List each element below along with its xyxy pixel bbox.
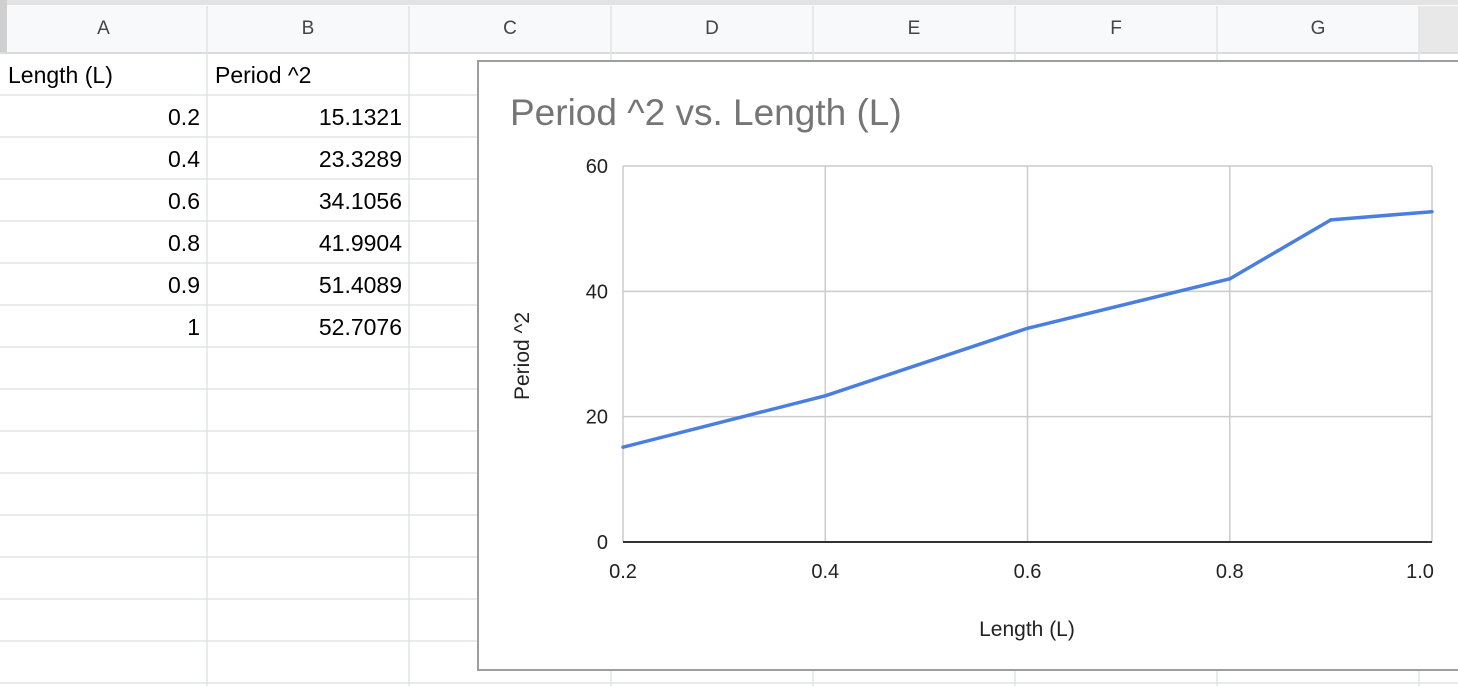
cell-b5[interactable]: 41.9904: [318, 230, 402, 256]
embedded-chart[interactable]: Period ^2 vs. Length (L) 0.2 0.4 0.6 0.8 1.0 0…: [477, 60, 1458, 671]
cell-b6[interactable]: 51.4089: [318, 272, 402, 298]
data-point[interactable]: [823, 394, 827, 398]
column-header-a[interactable]: A: [97, 18, 110, 39]
cell-a1[interactable]: Length (L): [8, 62, 113, 88]
y-tick-label: 20: [586, 407, 608, 429]
data-point[interactable]: [1228, 277, 1232, 281]
column-header-f[interactable]: F: [1110, 18, 1122, 39]
cell-b2[interactable]: 15.1321: [318, 104, 402, 130]
x-tick-label: 0.4: [811, 561, 839, 583]
data-point[interactable]: [621, 445, 625, 449]
column-header-e[interactable]: E: [907, 18, 921, 39]
cell-b3[interactable]: 23.3289: [318, 146, 402, 172]
x-tick-label: 1.0: [1406, 561, 1434, 583]
cell-b4[interactable]: 34.1056: [318, 188, 402, 214]
cell-a3[interactable]: 0.4: [168, 146, 200, 172]
cell-a6[interactable]: 0.9: [168, 272, 200, 298]
cell-a7[interactable]: 1: [187, 314, 200, 340]
cell-b7[interactable]: 52.7076: [318, 314, 402, 340]
column-header-g[interactable]: G: [1310, 18, 1326, 39]
y-tick-label: 40: [586, 281, 608, 303]
y-tick-label: 0: [597, 532, 608, 554]
series-line[interactable]: [622, 209, 1433, 449]
x-tick-label: 0.6: [1014, 561, 1042, 583]
y-axis-label: Period ^2: [511, 312, 534, 400]
cell-b1[interactable]: Period ^2: [215, 62, 312, 88]
chart-title: Period ^2 vs. Length (L): [510, 92, 902, 133]
cell-a4[interactable]: 0.6: [168, 188, 200, 214]
column-header-b[interactable]: B: [301, 18, 315, 39]
cell-a2[interactable]: 0.2: [168, 104, 200, 130]
line-chart: Period ^2 vs. Length (L) 0.2 0.4 0.6 0.8 1.0 0…: [510, 92, 1434, 641]
x-tick-label: 0.8: [1216, 561, 1244, 583]
data-point[interactable]: [1329, 218, 1333, 222]
x-tick-label: 0.2: [609, 561, 637, 583]
data-point[interactable]: [1025, 326, 1030, 330]
column-header-d[interactable]: D: [705, 18, 719, 39]
cell-a5[interactable]: 0.8: [168, 230, 200, 256]
x-axis-label: Length (L): [979, 618, 1075, 641]
data-point[interactable]: [1430, 209, 1434, 214]
column-header-c[interactable]: C: [503, 18, 517, 39]
y-tick-label: 60: [586, 156, 608, 178]
